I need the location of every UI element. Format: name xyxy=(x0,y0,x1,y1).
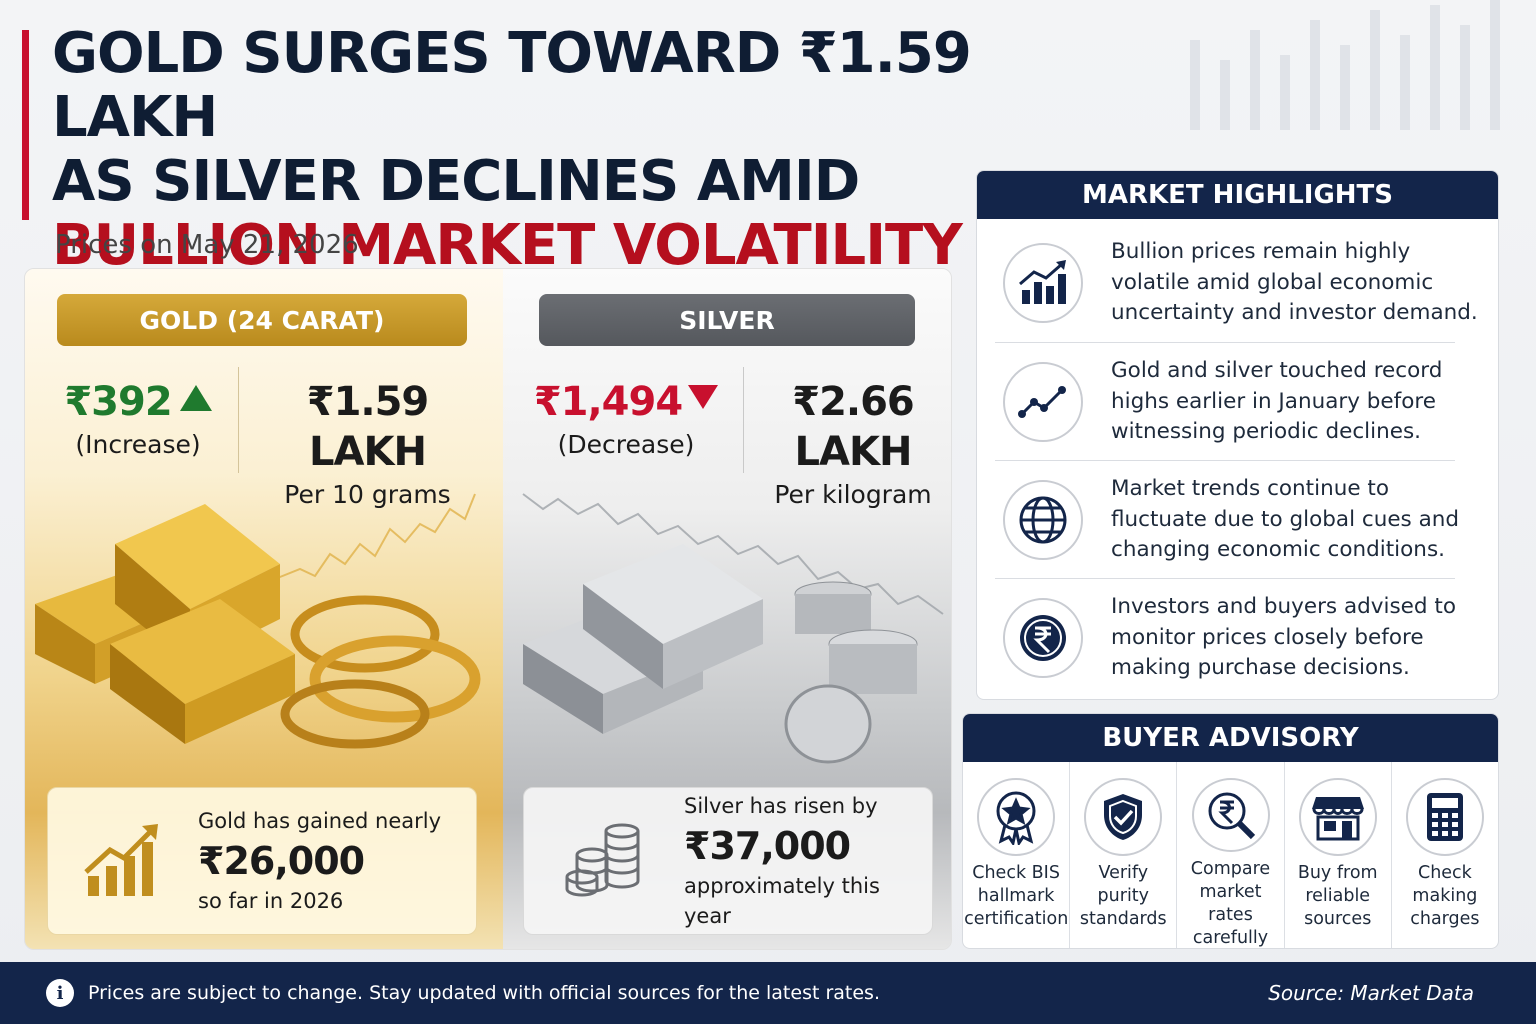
highlight-item: Market trends continue to fluctuate due … xyxy=(995,461,1479,579)
silver-tag: SILVER xyxy=(539,294,915,346)
background-chart-decoration xyxy=(1190,0,1500,130)
market-highlights-title: MARKET HIGHLIGHTS xyxy=(977,171,1498,219)
gold-change-label: (Increase) xyxy=(75,430,201,459)
highlight-item: Bullion prices remain highly volatile am… xyxy=(995,224,1479,342)
coin-stack-icon xyxy=(524,788,684,934)
store-icon xyxy=(1298,778,1377,856)
silver-note-line-3: approximately this year xyxy=(684,874,880,928)
advisory-label: Check BIS hallmark certification xyxy=(964,863,1069,929)
gold-stat-divider xyxy=(238,367,239,473)
headline-line-3: BULLION MARKET VOLATILITY xyxy=(52,213,963,278)
gold-section: GOLD (24 CARAT) ₹392 (Increase) ₹1.59 LA… xyxy=(25,269,503,949)
gold-note-amount: ₹26,000 xyxy=(198,839,365,883)
gold-price-value: ₹1.59 LAKH xyxy=(306,379,430,475)
footer-source: Source: Market Data xyxy=(1268,981,1474,1005)
info-icon: i xyxy=(46,979,74,1007)
highlight-divider xyxy=(995,460,1455,461)
growth-bar-chart-icon xyxy=(48,788,198,934)
silver-note-amount: ₹37,000 xyxy=(684,824,851,868)
silver-stat-divider xyxy=(743,367,744,473)
gold-note-line-3: so far in 2026 xyxy=(198,889,344,913)
highlight-divider xyxy=(995,578,1455,579)
silver-note-line-1: Silver has risen by xyxy=(684,794,878,818)
date-line: Prices on May 21, 2026 xyxy=(55,230,359,260)
silver-price-value: ₹2.66 LAKH xyxy=(792,379,915,475)
advisory-label: Buy from reliable sources xyxy=(1297,863,1378,929)
silver-price-stat: ₹2.66 LAKH Per kilogram xyxy=(753,377,951,513)
silver-section: SILVER ₹1,494 (Decrease) ₹2.66 LAKH Per … xyxy=(503,269,951,949)
gold-note-card: Gold has gained nearly ₹26,000 so far in… xyxy=(47,787,477,935)
shield-check-icon xyxy=(1084,778,1163,856)
line-trend-icon xyxy=(1003,362,1083,442)
gold-bars-jewelry-image xyxy=(35,493,481,749)
gold-tag: GOLD (24 CARAT) xyxy=(57,294,467,346)
buyer-advisory-box: BUYER ADVISORY Check BIS hallmark certif… xyxy=(962,713,1499,949)
advisory-item: Check making charges xyxy=(1392,762,1498,948)
advisory-label: Verify purity standards xyxy=(1079,863,1167,929)
silver-change-value: ₹1,494 xyxy=(533,379,683,425)
silver-price-unit: Per kilogram xyxy=(774,480,932,509)
footer-disclaimer: Prices are subject to change. Stay updat… xyxy=(88,982,880,1004)
headline-accent-bar xyxy=(22,30,29,220)
advisory-item: Check BIS hallmark certification xyxy=(963,762,1071,948)
rupee-coin-icon xyxy=(1003,598,1083,678)
silver-change-stat: ₹1,494 (Decrease) xyxy=(531,377,721,463)
gold-price-stat: ₹1.59 LAKH Per 10 grams xyxy=(255,377,480,513)
headline-line-1: GOLD SURGES TOWARD ₹1.59 LAKH xyxy=(52,21,972,150)
gold-note-line-1: Gold has gained nearly xyxy=(198,809,442,833)
gold-change-value: ₹392 xyxy=(64,379,172,425)
silver-change-label: (Decrease) xyxy=(557,430,695,459)
advisory-item: Verify purity standards xyxy=(1070,762,1178,948)
footer-bar: i Prices are subject to change. Stay upd… xyxy=(0,962,1536,1024)
rupee-search-icon xyxy=(1191,778,1270,852)
headline: GOLD SURGES TOWARD ₹1.59 LAKH AS SILVER … xyxy=(52,22,1052,278)
advisory-label: Compare market rates carefully xyxy=(1190,859,1271,948)
market-highlights-box: MARKET HIGHLIGHTS Bullion prices remain … xyxy=(976,170,1499,700)
calculator-icon xyxy=(1405,778,1484,856)
highlight-item: Investors and buyers advised to monitor … xyxy=(995,579,1479,697)
globe-icon xyxy=(1003,480,1083,560)
bar-chart-growth-icon xyxy=(1003,243,1083,323)
advisory-item: Buy from reliable sources xyxy=(1285,762,1392,948)
highlight-text: Investors and buyers advised to monitor … xyxy=(1111,594,1456,681)
price-panel: GOLD (24 CARAT) ₹392 (Increase) ₹1.59 LA… xyxy=(24,268,952,950)
highlight-text: Gold and silver touched record highs ear… xyxy=(1111,358,1443,445)
highlight-text: Bullion prices remain highly volatile am… xyxy=(1111,239,1478,326)
advisory-label: Check making charges xyxy=(1410,863,1480,929)
advisory-item: Compare market rates carefully xyxy=(1177,762,1285,948)
gold-change-stat: ₹392 (Increase) xyxy=(43,377,233,463)
silver-note-card: Silver has risen by ₹37,000 approximatel… xyxy=(523,787,933,935)
gold-price-unit: Per 10 grams xyxy=(284,480,451,509)
arrow-down-icon xyxy=(688,385,719,409)
highlight-divider xyxy=(995,342,1455,343)
buyer-advisory-title: BUYER ADVISORY xyxy=(963,714,1498,762)
highlight-item: Gold and silver touched record highs ear… xyxy=(995,343,1479,461)
silver-bars-coins-image xyxy=(522,493,944,764)
badge-icon xyxy=(977,778,1056,856)
highlight-text: Market trends continue to fluctuate due … xyxy=(1111,476,1460,563)
arrow-up-icon xyxy=(179,385,212,411)
headline-line-2: AS SILVER DECLINES AMID xyxy=(52,149,860,214)
